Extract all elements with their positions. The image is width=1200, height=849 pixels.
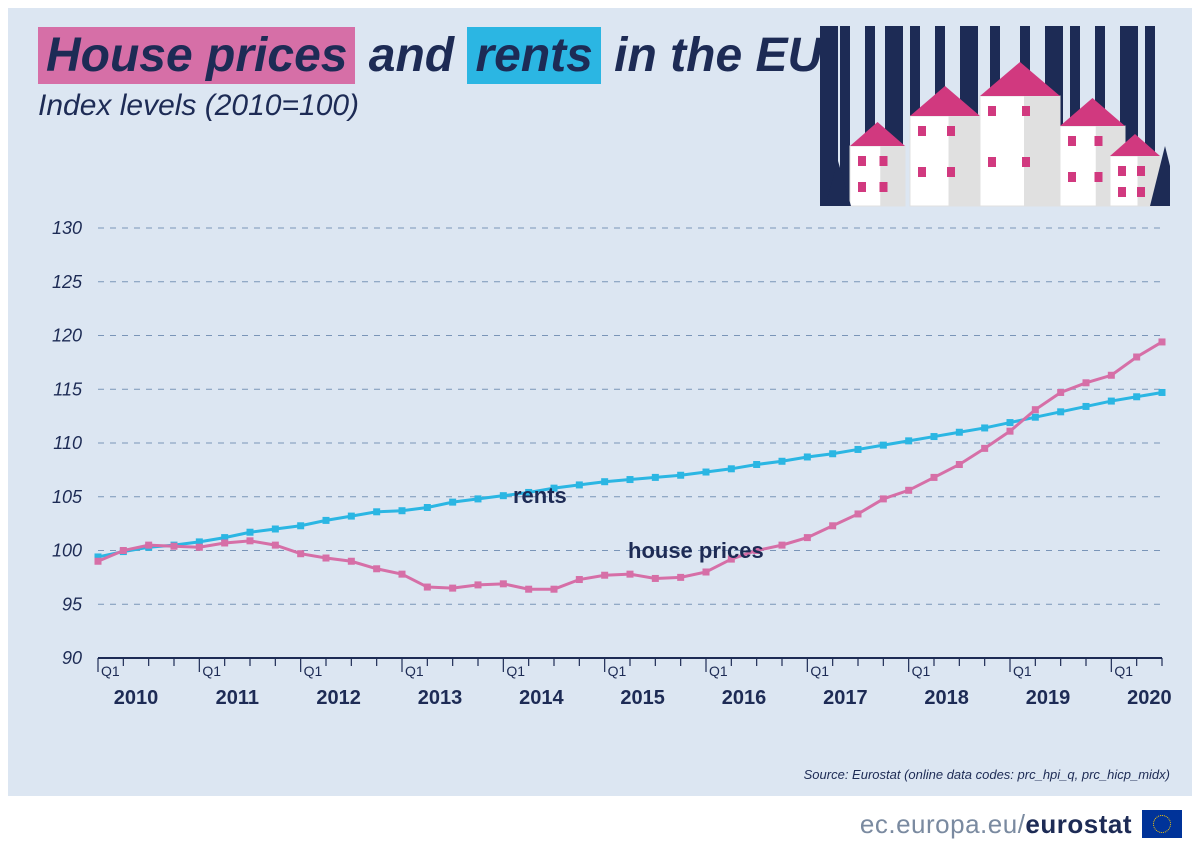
title-suffix: in the EU — [601, 29, 822, 82]
svg-text:Q1: Q1 — [709, 663, 728, 679]
svg-text:2015: 2015 — [620, 687, 665, 709]
svg-text:95: 95 — [62, 594, 83, 614]
footer: ec.europa.eu/eurostat — [0, 804, 1200, 844]
svg-text:rents: rents — [513, 483, 567, 508]
houses-illustration — [810, 26, 1170, 236]
title-highlight-house-prices: House prices — [38, 27, 355, 84]
svg-text:110: 110 — [53, 433, 82, 453]
svg-text:Q1: Q1 — [405, 663, 424, 679]
svg-text:Q1: Q1 — [810, 663, 829, 679]
svg-text:2019: 2019 — [1026, 687, 1071, 709]
footer-url: ec.europa.eu/eurostat — [860, 809, 1132, 840]
svg-text:115: 115 — [53, 379, 83, 399]
title-middle: and — [355, 29, 467, 82]
svg-text:120: 120 — [52, 326, 82, 346]
svg-text:Q1: Q1 — [912, 663, 931, 679]
source-note: Source: Eurostat (online data codes: prc… — [804, 767, 1170, 782]
svg-text:Q1: Q1 — [202, 663, 221, 679]
svg-text:Q1: Q1 — [101, 663, 120, 679]
svg-text:Q1: Q1 — [608, 663, 627, 679]
svg-text:125: 125 — [52, 272, 83, 292]
svg-text:Q1: Q1 — [1013, 663, 1032, 679]
svg-text:Q1: Q1 — [1114, 663, 1133, 679]
footer-url-bold: eurostat — [1025, 809, 1132, 839]
svg-text:90: 90 — [62, 648, 82, 668]
svg-text:2013: 2013 — [418, 687, 463, 709]
title-block: House prices and rents in the EU Index l… — [38, 28, 822, 123]
chart-title: House prices and rents in the EU — [38, 28, 822, 83]
svg-text:100: 100 — [52, 541, 82, 561]
svg-text:2014: 2014 — [519, 687, 564, 709]
svg-text:Q1: Q1 — [506, 663, 525, 679]
chart-subtitle: Index levels (2010=100) — [38, 89, 822, 123]
svg-text:2010: 2010 — [114, 687, 159, 709]
eu-flag-icon — [1142, 810, 1182, 838]
svg-text:house prices: house prices — [628, 538, 764, 563]
footer-url-light: ec.europa.eu/ — [860, 809, 1026, 839]
svg-text:2016: 2016 — [722, 687, 767, 709]
svg-text:2017: 2017 — [823, 687, 868, 709]
svg-text:130: 130 — [52, 218, 82, 238]
svg-text:2020: 2020 — [1127, 687, 1172, 709]
svg-text:2018: 2018 — [924, 687, 969, 709]
svg-text:Q1: Q1 — [304, 663, 323, 679]
page-root: 90 95 100 105 110 115 120 125 130 Q1 Q1 Q1 Q1 Q1 Q1 Q1 Q… — [0, 0, 1200, 849]
svg-text:105: 105 — [52, 487, 83, 507]
chart-panel: 90 95 100 105 110 115 120 125 130 Q1 Q1 Q1 Q1 Q1 Q1 Q1 Q… — [8, 8, 1192, 796]
svg-text:2011: 2011 — [216, 687, 259, 709]
svg-text:2012: 2012 — [316, 687, 361, 709]
title-highlight-rents: rents — [467, 27, 600, 84]
